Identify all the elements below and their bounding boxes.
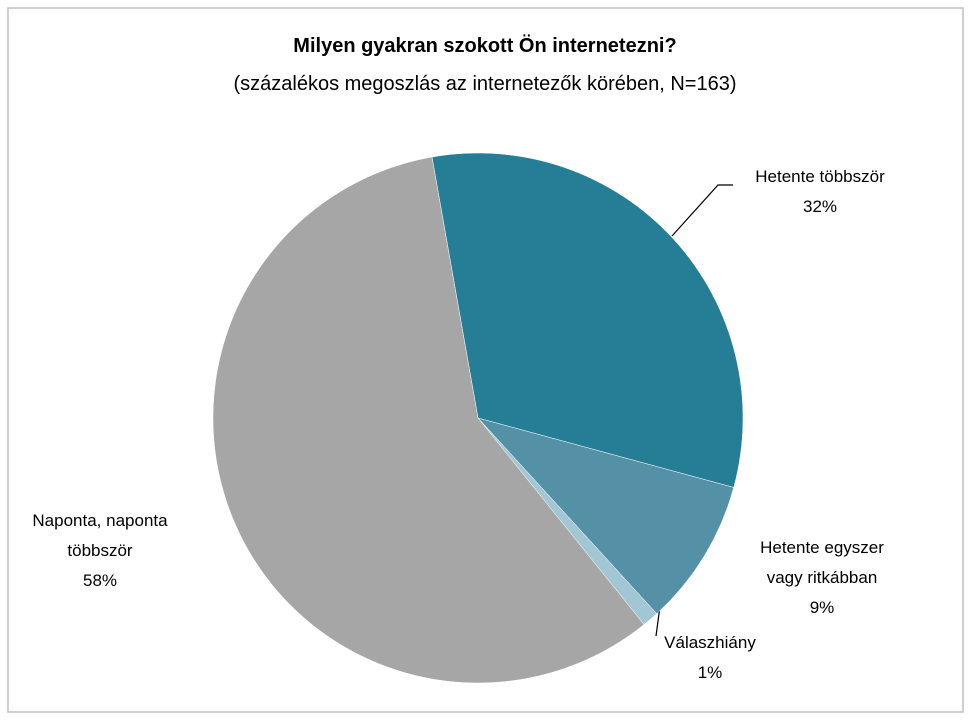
leader-line bbox=[671, 184, 733, 237]
pie-slice bbox=[431, 152, 744, 488]
slice-label: Hetente többször bbox=[755, 167, 885, 186]
slice-value-label: 32% bbox=[803, 197, 837, 216]
slice-value-label: 58% bbox=[83, 571, 117, 590]
pie-slice bbox=[212, 156, 645, 684]
chart-subtitle: (százalékos megoszlás az internetezők kö… bbox=[233, 73, 736, 95]
slice-label: Válaszhiány bbox=[664, 633, 756, 652]
chart-title: Milyen gyakran szokott Ön internetezni? bbox=[293, 34, 676, 57]
slice-label: Hetente egyszer vagy ritkábban bbox=[760, 538, 884, 587]
slice-label: Naponta, naponta többször bbox=[32, 511, 168, 560]
pie-slice bbox=[477, 417, 735, 615]
slice-value-label: 9% bbox=[810, 598, 835, 617]
slice-value-label: 1% bbox=[698, 663, 723, 682]
